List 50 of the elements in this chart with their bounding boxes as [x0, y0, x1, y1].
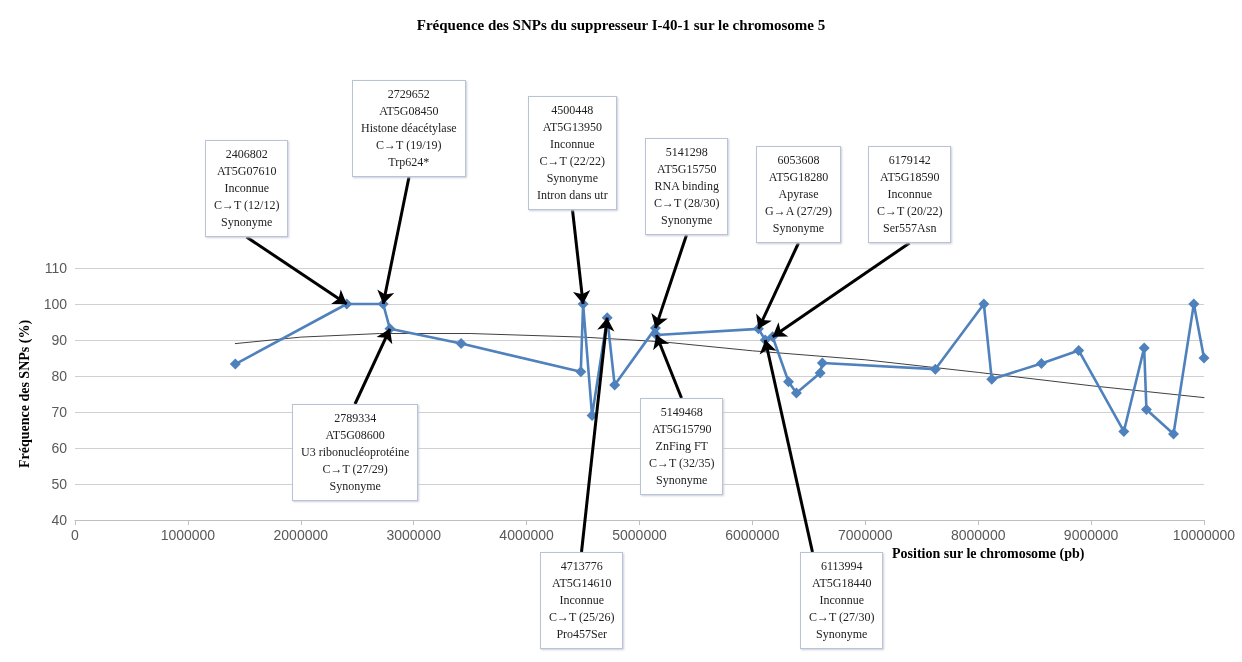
point	[790, 387, 802, 399]
point	[783, 376, 795, 388]
x-tick-label: 0	[71, 527, 80, 543]
annotation: 4713776 AT5G14610 Inconnue C→T (25/26) Pro457Ser	[540, 552, 624, 649]
point	[1073, 344, 1085, 356]
x-tick-label: 9000000	[1063, 527, 1119, 543]
y-tick-label: 110	[44, 260, 68, 276]
x-tick-label: 5000000	[612, 527, 667, 543]
point	[1168, 428, 1180, 440]
annotation: 6053608 AT5G18280 Apyrase G→A (27/29) Synonyme	[756, 146, 841, 243]
x-tick-label: 8000000	[950, 527, 1006, 543]
y-tick-label: 80	[51, 368, 68, 384]
annotation: 2789334 AT5G08600 U3 ribonucléoprotéine C→T (27/29) Synonyme	[292, 404, 419, 501]
y-axis-title: Fréquence des SNPs (%)	[16, 319, 33, 469]
y-tick-label: 60	[51, 440, 68, 456]
x-tick-label: 6000000	[725, 527, 780, 543]
x-tick-label: 10000000	[1172, 527, 1236, 543]
x-axis-title: Position sur le chromosome (pb)	[892, 545, 1085, 562]
y-tick-label: 50	[51, 476, 68, 492]
annotation: 2406802 AT5G07610 Inconnue C→T (12/12) Synonyme	[205, 140, 289, 237]
annotation: 4500448 AT5G13950 Inconnue C→T (22/22) Synonyme Intron dans utr	[528, 96, 617, 210]
y-tick-label: 70	[51, 404, 68, 420]
point	[816, 357, 828, 369]
x-tick-label: 7000000	[838, 527, 893, 543]
y-tick-label: 100	[43, 296, 68, 312]
point	[1118, 425, 1130, 437]
annotation: 5141298 AT5G15750 RNA binding C→T (28/30) Synonyme	[645, 138, 729, 235]
point	[229, 358, 241, 370]
point	[1035, 357, 1047, 369]
point	[575, 366, 587, 378]
y-tick-label: 40	[51, 512, 68, 528]
annotation: 6113994 AT5G18440 Inconnue C→T (27/30) Synonyme	[800, 552, 884, 649]
point	[1198, 352, 1210, 364]
x-tick-label: 4000000	[499, 527, 555, 543]
point	[1138, 342, 1150, 354]
chart-title: Fréquence des SNPs du suppresseur I-40-1 sur le chromosome 5	[416, 16, 826, 33]
y-tick-label: 90	[51, 332, 68, 348]
point	[814, 367, 826, 379]
point	[986, 373, 998, 385]
point	[455, 338, 467, 350]
annotation: 2729652 AT5G08450 Histone déacétylase C→T (19/19) Trp624*	[352, 80, 466, 177]
x-tick-label: 1000000	[160, 527, 216, 543]
annotation: 5149468 AT5G15790 ZnFing FT C→T (32/35) Synonyme	[640, 398, 724, 495]
annotation: 6179142 AT5G18590 Inconnue C→T (20/22) Ser557Asn	[868, 146, 952, 243]
point	[929, 363, 941, 375]
point	[978, 298, 990, 310]
point	[609, 379, 621, 391]
point	[1140, 403, 1152, 415]
x-tick-label: 2000000	[273, 527, 329, 543]
x-tick-label: 3000000	[386, 527, 442, 543]
